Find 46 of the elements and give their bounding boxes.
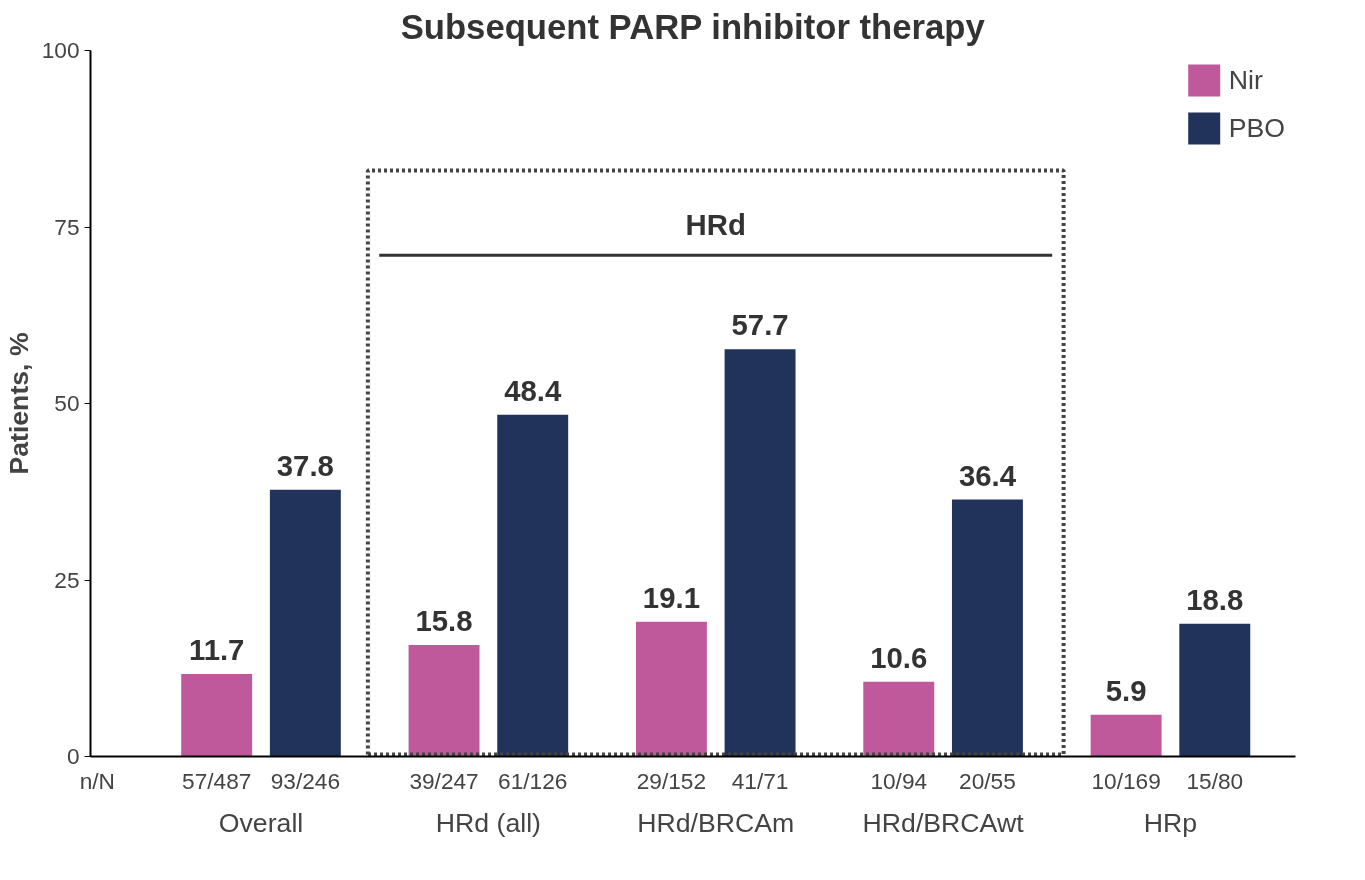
data-label: 15.8 bbox=[415, 603, 473, 637]
text: 39/247 bbox=[409, 767, 479, 794]
y-tick-label: 100 bbox=[41, 37, 80, 63]
bar bbox=[1179, 623, 1251, 757]
data-label: 5.9 bbox=[1105, 673, 1147, 707]
text: 93/246 bbox=[270, 767, 340, 794]
ref-line-label: HRd bbox=[685, 208, 746, 242]
y-tick-label: 0 bbox=[66, 743, 80, 769]
bar bbox=[724, 349, 796, 757]
text: 10/94 bbox=[870, 767, 928, 794]
text: 20/55 bbox=[959, 767, 1016, 794]
x-tick-label: HRd (all) bbox=[435, 807, 541, 838]
legend-label: PBO bbox=[1228, 112, 1285, 144]
text: 57/487 bbox=[182, 767, 252, 794]
text: 41/71 bbox=[731, 767, 789, 794]
data-label: 18.8 bbox=[1186, 582, 1244, 616]
text: n/N bbox=[79, 767, 115, 794]
text: 15/80 bbox=[1186, 767, 1244, 794]
text: 29/152 bbox=[636, 767, 707, 794]
data-label: 19.1 bbox=[642, 580, 700, 614]
bar bbox=[497, 414, 569, 757]
data-label: 48.4 bbox=[504, 373, 562, 407]
text: 10/169 bbox=[1091, 767, 1161, 794]
text: 61/126 bbox=[498, 767, 568, 794]
legend-label: Nir bbox=[1228, 64, 1263, 96]
data-label: 36.4 bbox=[958, 458, 1017, 492]
data-label: 37.8 bbox=[276, 448, 334, 482]
bar bbox=[951, 499, 1023, 757]
y-tick-label: 75 bbox=[54, 213, 80, 240]
chart-title: Subsequent PARP inhibitor therapy bbox=[400, 7, 986, 46]
y-tick-label: 50 bbox=[54, 390, 80, 416]
bar bbox=[635, 621, 707, 757]
data-label: 11.7 bbox=[188, 632, 245, 666]
x-tick-label: HRd/BRCAwt bbox=[862, 807, 1025, 838]
x-tick-label: HRp bbox=[1143, 807, 1198, 838]
y-tick-label: 25 bbox=[54, 566, 80, 593]
data-label: 10.6 bbox=[870, 640, 928, 674]
bar bbox=[1090, 714, 1162, 757]
bar bbox=[408, 644, 480, 757]
x-tick-label: Overall bbox=[218, 807, 304, 838]
y-axis-title: Patients, % bbox=[3, 332, 34, 475]
data-label: 57.7 bbox=[731, 308, 789, 342]
x-tick-label: HRd/BRCAm bbox=[637, 807, 795, 838]
bar bbox=[863, 681, 935, 757]
bar bbox=[181, 673, 253, 757]
bar bbox=[269, 489, 341, 757]
